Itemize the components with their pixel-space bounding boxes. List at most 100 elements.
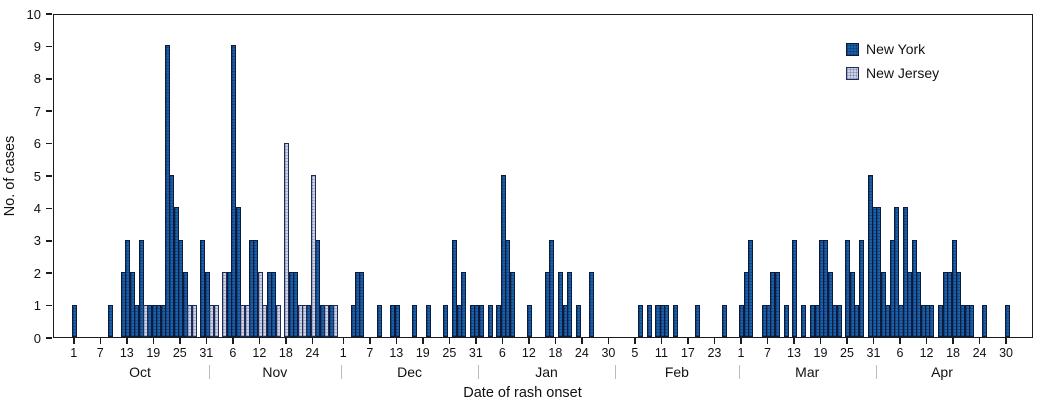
- bar-nj-nov-4: [222, 272, 228, 337]
- x-tick-label-mar-7: 7: [763, 346, 771, 360]
- x-tick-apr-12: [925, 338, 928, 344]
- legend-item-new-jersey: New Jersey: [846, 65, 939, 81]
- month-divider-dec: [341, 365, 343, 379]
- y-tick-label-5: 5: [33, 168, 41, 184]
- bar-ny-apr-30: [1004, 304, 1010, 337]
- legend-label-new-york: New York: [866, 41, 926, 57]
- month-divider-nov: [208, 365, 210, 379]
- bar-ny-dec-20: [425, 304, 431, 337]
- bar-ny-dec-13: [394, 304, 400, 337]
- x-tick-label-nov-6: 6: [229, 346, 237, 360]
- new-york-swatch-icon: [846, 42, 859, 56]
- month-divider-mar: [738, 365, 740, 379]
- bar-ny-oct-31: [204, 272, 210, 337]
- y-tick-label-2: 2: [33, 265, 41, 281]
- x-tick-nov-24: [311, 338, 314, 344]
- x-tick-label-mar-1: 1: [737, 346, 745, 360]
- x-tick-jan-30: [607, 338, 610, 344]
- x-tick-label-apr-18: 18: [946, 346, 960, 360]
- month-label-jan: Jan: [535, 364, 558, 380]
- x-tick-feb-23: [713, 338, 716, 344]
- y-tick-4: [46, 207, 52, 210]
- bar-ny-apr-22: [969, 304, 975, 337]
- bar-ny-mar-21: [827, 272, 833, 337]
- bar-nj-nov-27: [324, 304, 330, 337]
- bar-ny-mar-26: [849, 272, 855, 337]
- x-tick-dec-31: [475, 338, 477, 344]
- x-tick-label-feb-11: 11: [654, 346, 668, 360]
- x-tick-jan-12: [528, 338, 530, 344]
- y-tick-2: [46, 272, 52, 274]
- bar-ny-mar-23: [836, 304, 842, 337]
- y-tick-label-10: 10: [26, 6, 41, 22]
- x-tick-dec-13: [395, 338, 398, 344]
- legend-label-new-jersey: New Jersey: [866, 65, 940, 81]
- x-tick-label-jan-6: 6: [498, 346, 506, 360]
- x-tick-jan-18: [554, 338, 557, 344]
- bar-ny-mar-9: [774, 272, 780, 337]
- month-label-dec: Dec: [397, 364, 423, 380]
- bar-ny-jan-17: [549, 239, 555, 337]
- month-label-mar: Mar: [795, 364, 820, 380]
- x-tick-label-oct-31: 31: [199, 346, 214, 360]
- x-tick-mar-19: [819, 338, 822, 344]
- y-tick-1: [46, 304, 52, 307]
- bar-ny-dec-24: [443, 304, 449, 337]
- y-tick-label-4: 4: [33, 200, 41, 216]
- bar-ny-feb-6: [637, 304, 643, 337]
- x-tick-apr-18: [952, 338, 954, 344]
- bar-ny-feb-14: [673, 304, 679, 337]
- x-tick-oct-7: [99, 338, 102, 344]
- bar-ny-dec-17: [412, 304, 418, 337]
- month-divider-apr: [875, 365, 877, 379]
- x-tick-label-mar-31: 31: [866, 346, 881, 360]
- month-label-feb: Feb: [664, 364, 689, 380]
- bar-nj-nov-9: [244, 304, 250, 337]
- x-tick-label-dec-13: 13: [389, 346, 404, 360]
- x-tick-label-dec-7: 7: [366, 346, 374, 360]
- bar-ny-oct-14: [129, 272, 135, 337]
- x-tick-dec-7: [369, 338, 371, 344]
- y-tick-5: [46, 175, 52, 177]
- x-tick-label-nov-24: 24: [305, 346, 320, 360]
- bar-ny-nov-6: [231, 45, 237, 337]
- bar-ny-mar-13: [792, 239, 798, 337]
- bar-nj-oct-28: [191, 304, 197, 337]
- y-tick-10: [46, 13, 52, 15]
- bar-ny-jan-23: [575, 304, 581, 337]
- x-tick-nov-6: [232, 338, 234, 344]
- y-tick-8: [46, 78, 52, 80]
- x-tick-feb-17: [687, 338, 689, 344]
- x-tick-mar-13: [793, 338, 795, 344]
- x-tick-label-mar-25: 25: [840, 346, 854, 360]
- y-tick-6: [46, 142, 52, 145]
- x-tick-label-dec-25: 25: [442, 346, 457, 360]
- x-tick-label-nov-18: 18: [278, 346, 293, 360]
- bar-nj-nov-29: [332, 304, 338, 337]
- bar-ny-dec-5: [359, 272, 365, 337]
- x-tick-label-oct-13: 13: [119, 346, 134, 360]
- x-tick-oct-25: [179, 338, 181, 344]
- bar-ny-dec-9: [377, 304, 383, 337]
- bar-ny-feb-19: [695, 304, 701, 337]
- bar-nj-nov-22: [302, 304, 308, 337]
- bar-ny-jan-19: [558, 272, 564, 337]
- bar-ny-feb-12: [664, 304, 670, 337]
- bar-nj-nov-18: [284, 142, 290, 337]
- bar-ny-apr-25: [982, 304, 988, 337]
- month-label-nov: Nov: [262, 364, 288, 380]
- bar-ny-oct-1: [72, 304, 78, 337]
- x-tick-nov-18: [285, 338, 287, 344]
- bar-nj-nov-12: [257, 272, 263, 337]
- month-divider-jan: [478, 365, 480, 379]
- bar-ny-jan-12: [527, 304, 533, 337]
- x-tick-nov-12: [258, 338, 261, 344]
- x-tick-oct-13: [126, 338, 128, 344]
- x-tick-label-mar-19: 19: [813, 346, 828, 360]
- bar-nj-nov-24: [310, 175, 316, 337]
- x-tick-feb-11: [660, 338, 663, 344]
- bar-ny-mar-11: [783, 304, 789, 337]
- bar-ny-nov-20: [293, 272, 299, 337]
- legend: New York New Jersey: [846, 41, 939, 89]
